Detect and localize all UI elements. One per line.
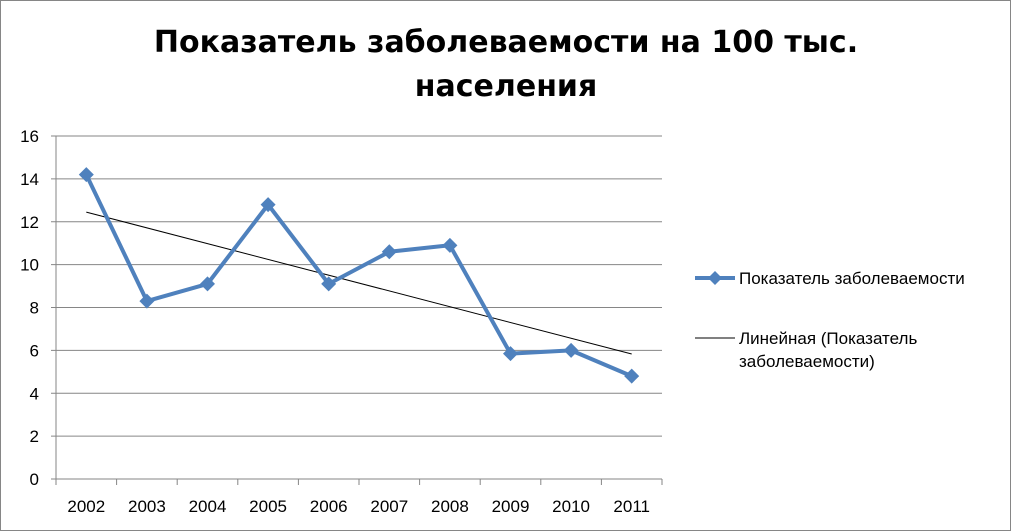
y-tick-label: 16 [20, 127, 39, 146]
data-point [563, 342, 579, 358]
x-tick-label: 2006 [310, 497, 348, 516]
data-point [624, 368, 640, 384]
trendline [86, 211, 632, 355]
data-point [503, 346, 518, 362]
y-tick-label: 6 [30, 341, 39, 360]
trendline-layer [86, 211, 632, 355]
series-layer [78, 167, 640, 384]
y-tick-label: 14 [20, 170, 39, 189]
data-point [78, 167, 94, 183]
legend-trendline-symbol [695, 337, 735, 339]
legend-trendline-label: Линейная (Показатель заболеваемости) [739, 329, 918, 371]
data-point [200, 276, 215, 292]
y-tick-label: 4 [30, 384, 39, 403]
x-tick-label: 2002 [67, 497, 105, 516]
y-tick-labels: 0 2 4 6 8 10 12 14 16 [20, 127, 39, 489]
x-tick-label: 2007 [370, 497, 408, 516]
legend-entry-trendline: Линейная (Показатель заболеваемости) [691, 323, 1001, 377]
series-line [84, 172, 634, 379]
legend-series-label: Показатель заболеваемости [739, 269, 965, 288]
y-tick-label: 10 [20, 256, 39, 275]
x-tick-label: 2008 [431, 497, 469, 516]
x-tick-label: 2009 [492, 497, 530, 516]
x-tick-label: 2005 [249, 497, 287, 516]
data-point [381, 244, 397, 260]
chart-title: Показатель заболеваемости на 100 тыс. на… [153, 25, 859, 104]
y-tick-label: 12 [20, 213, 39, 232]
y-tick-label: 8 [30, 299, 39, 318]
y-tick-label: 0 [30, 470, 39, 489]
axes [51, 135, 663, 485]
data-point [260, 197, 276, 213]
y-tick-label: 2 [30, 427, 39, 446]
gridlines [56, 135, 662, 437]
x-tick-labels: 2002 2003 2004 2005 2006 2007 2008 2009 2010 2011 [67, 497, 650, 516]
data-point [139, 293, 155, 309]
x-tick-label: 2010 [552, 497, 590, 516]
legend-entry-series: Показатель заболеваемости [691, 263, 1001, 293]
data-point [442, 237, 458, 253]
legend: Показатель заболеваемости Линейная (Пока… [691, 263, 1001, 407]
data-point [321, 276, 337, 292]
legend-series-symbol [695, 271, 735, 285]
x-tick-label: 2004 [189, 497, 227, 516]
x-tick-label: 2003 [128, 497, 166, 516]
x-tick-label: 2011 [613, 497, 650, 516]
